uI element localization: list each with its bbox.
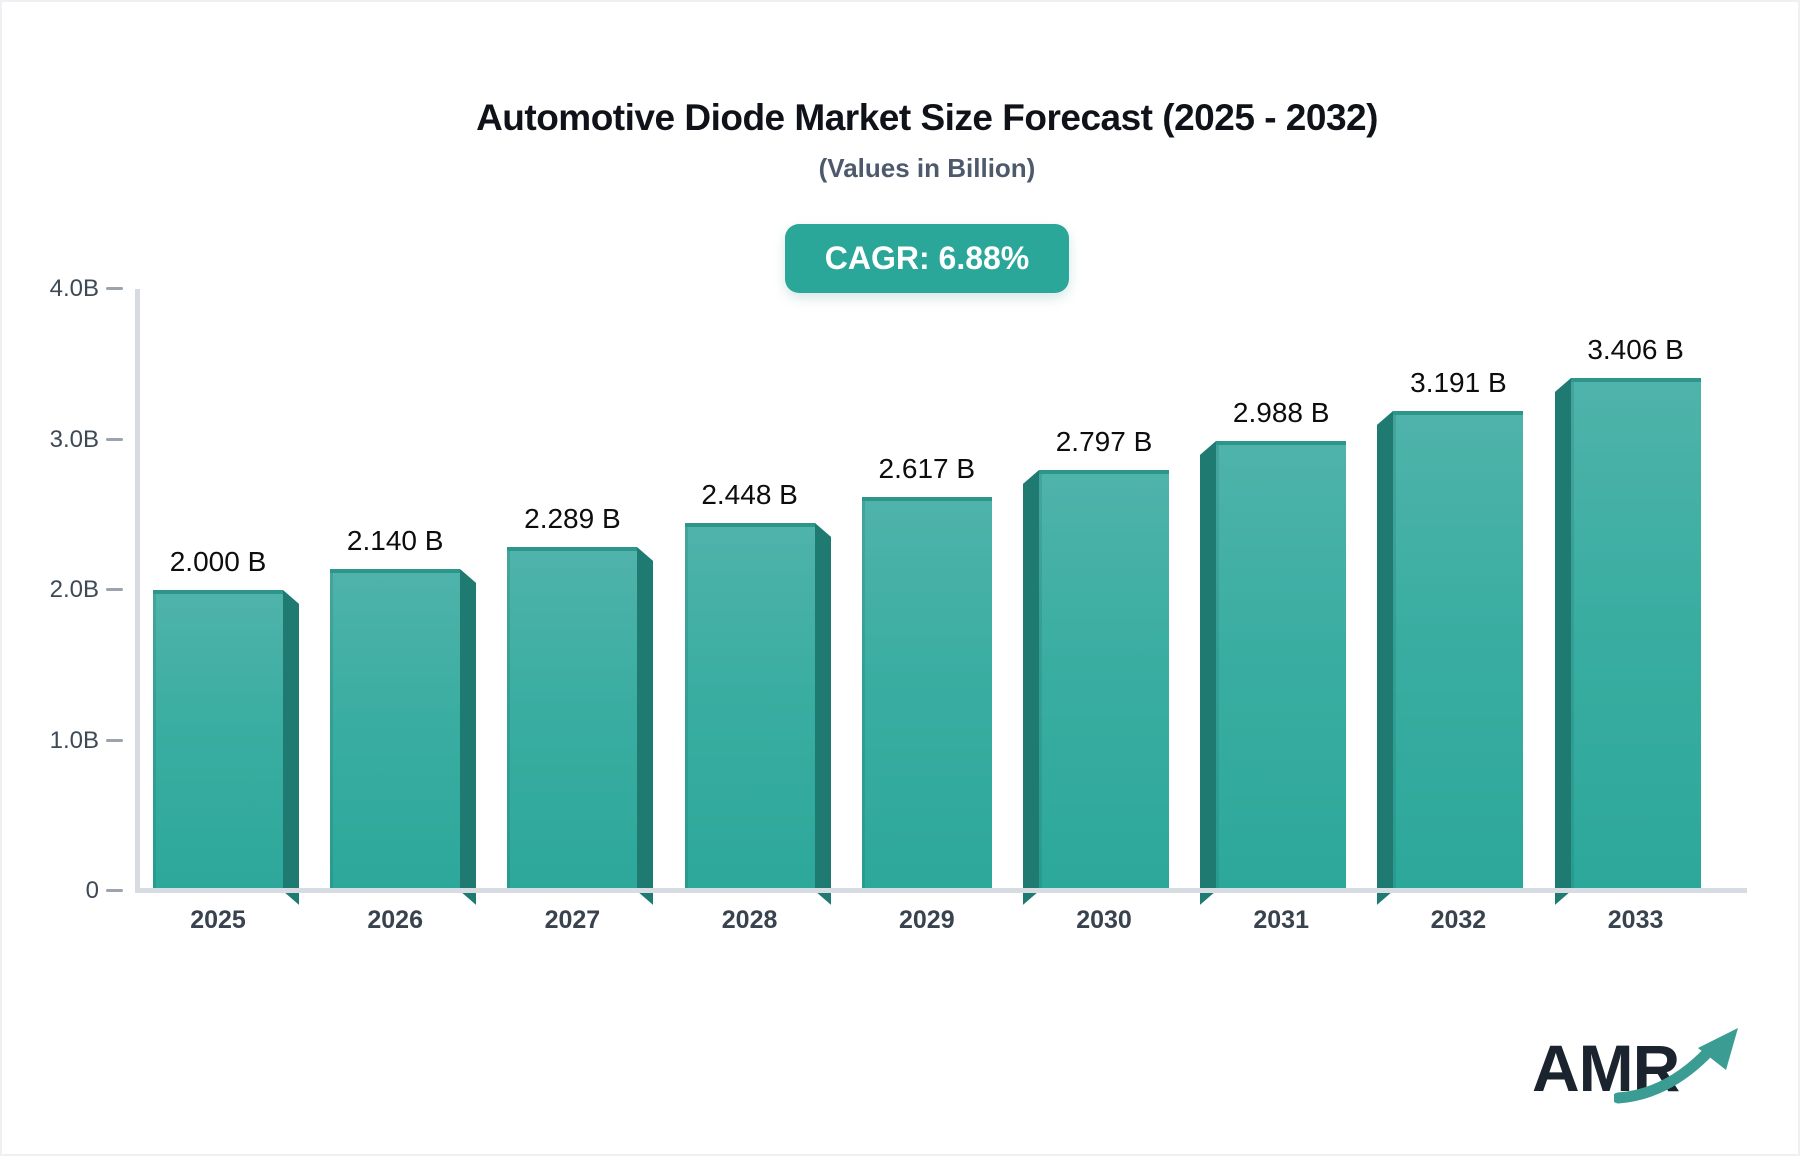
y-tick-mark [106, 437, 123, 441]
y-tick-mark [106, 588, 123, 591]
y-axis-label: 3.0B [49, 425, 99, 453]
x-axis-label: 2027 [544, 906, 601, 934]
bar-2025 [153, 590, 283, 891]
x-axis-label: 2026 [367, 906, 423, 934]
bar-value-label: 3.191 B [1410, 366, 1507, 398]
x-axis-label: 2025 [190, 906, 246, 934]
bar-2026 [330, 568, 461, 891]
x-axis-baseline [135, 888, 1747, 893]
y-axis-line [135, 289, 140, 893]
bar-2031 [1216, 441, 1347, 891]
bar-side-face [637, 546, 654, 905]
bar-side-face [1554, 378, 1571, 905]
bar-value-label: 2.140 B [346, 524, 444, 556]
bar-value-label: 2.617 B [878, 453, 976, 485]
y-axis-label: 4.0B [49, 275, 99, 302]
bar-value-label: 3.406 B [1587, 334, 1684, 366]
chart-header: Automotive Diode Market Size Forecast (2… [137, 2, 1717, 293]
x-axis-label: 2028 [721, 906, 778, 934]
chart-title: Automotive Diode Market Size Forecast (2… [476, 97, 1378, 138]
y-axis-label: 0 [85, 877, 99, 904]
bar-side-face [1023, 470, 1039, 905]
amr-logo: AMR [1532, 1028, 1742, 1120]
bar-value-label: 2.000 B [169, 546, 267, 577]
y-axis-label: 2.0B [49, 576, 99, 603]
y-tick-mark [106, 287, 123, 290]
bar-side-face [1377, 410, 1394, 905]
x-axis-label: 2030 [1076, 906, 1132, 934]
bar-2029 [861, 497, 992, 891]
chart-subtitle: (Values in Billion) [818, 153, 1036, 183]
y-tick-mark [106, 738, 123, 742]
bar-side-face [460, 568, 477, 905]
y-tick-mark [106, 889, 123, 892]
x-axis-label: 2032 [1430, 906, 1487, 934]
bar-value-label: 2.797 B [1055, 426, 1153, 458]
y-axis-label: 1.0B [49, 726, 99, 754]
bar-2028 [684, 522, 815, 891]
x-axis-label: 2033 [1607, 906, 1664, 934]
x-axis-label: 2031 [1253, 906, 1309, 934]
bar-side-face [1200, 441, 1217, 905]
growth-arrow-icon [1614, 1028, 1738, 1104]
bar-side-face [814, 522, 831, 905]
bar-2032 [1393, 410, 1524, 891]
bar-2027 [507, 546, 638, 891]
cagr-badge: CAGR: 6.88% [784, 224, 1070, 293]
bar-side-face [283, 590, 299, 905]
bar-2030 [1039, 470, 1169, 891]
bar-value-label: 2.289 B [524, 502, 621, 534]
bar-2033 [1570, 378, 1701, 891]
x-axis-label: 2029 [898, 906, 955, 934]
bar-value-label: 2.448 B [701, 478, 798, 510]
bar-value-label: 2.988 B [1232, 397, 1330, 429]
